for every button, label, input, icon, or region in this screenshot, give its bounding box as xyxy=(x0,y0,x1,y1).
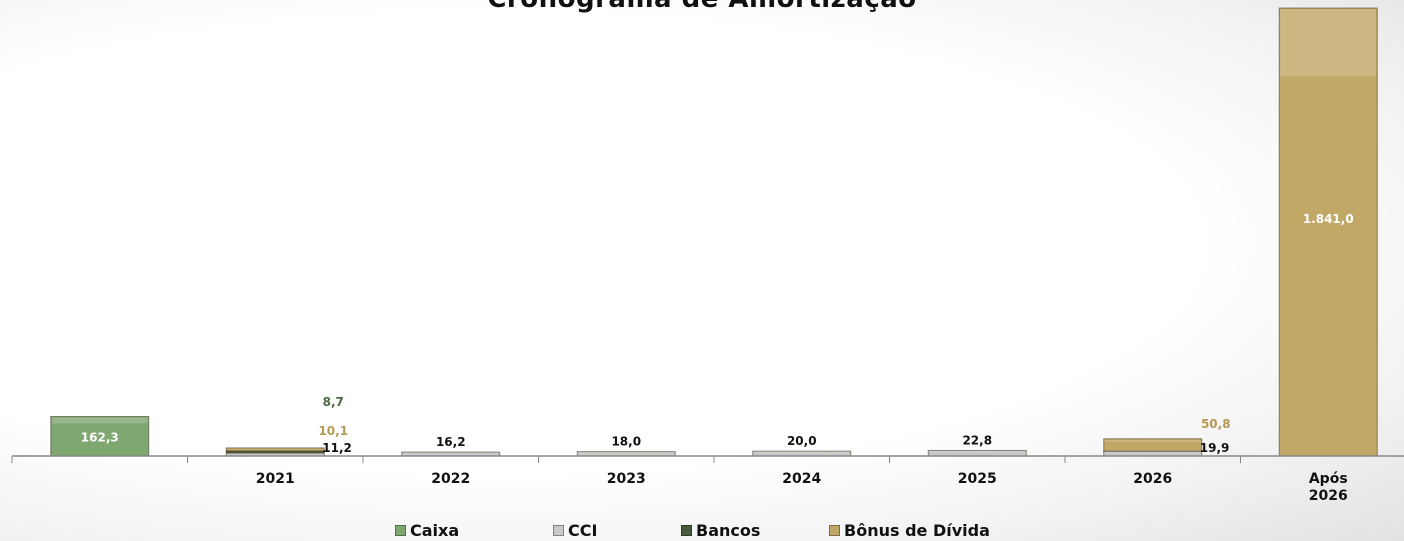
legend-item-bancos: Bancos xyxy=(681,519,829,541)
legend-item-caixa: Caixa xyxy=(395,519,553,541)
legend-swatch xyxy=(553,524,564,536)
bar-highlight xyxy=(753,452,850,453)
legend-item-cci: CCI xyxy=(553,519,681,541)
bar-highlight xyxy=(1104,439,1201,442)
legend-label: Caixa xyxy=(410,520,460,540)
data-label-cci-2024: 20,0 xyxy=(787,434,817,448)
data-label-cci-2021: 11,2 xyxy=(322,441,352,455)
data-label-cci-2023: 18,0 xyxy=(611,435,641,449)
bar-highlight xyxy=(1104,452,1201,453)
bars-layer xyxy=(50,7,1378,457)
bar-highlight xyxy=(1280,9,1377,77)
legend-swatch xyxy=(395,524,406,536)
bar-bonus-de-divida-apos-2026 xyxy=(1278,7,1378,457)
x-tick-label-2022: 2022 xyxy=(431,471,470,487)
legend-label: CCI xyxy=(568,520,598,540)
chart-legend: Caixa CCI Bancos Bônus de Dívida xyxy=(0,519,1404,541)
bar-highlight xyxy=(227,454,324,455)
x-tick-label-2021: 2021 xyxy=(256,471,295,487)
x-tick-label-2026: 2026 xyxy=(1133,471,1172,487)
data-label-bonus-de-divida-2021: 10,1 xyxy=(318,424,348,438)
x-tick-label-2025: 2025 xyxy=(958,471,997,487)
x-tick-label-apos-2026: Após 2026 xyxy=(1309,471,1348,504)
legend-swatch xyxy=(829,524,840,536)
data-label-cci-2022: 16,2 xyxy=(436,435,466,449)
data-label-cci-2025: 22,8 xyxy=(962,433,992,447)
bar-highlight xyxy=(929,451,1026,453)
x-tick-label-2023: 2023 xyxy=(607,471,646,487)
bar-highlight xyxy=(578,452,675,454)
data-label-caixa-initial: 162,3 xyxy=(81,430,119,444)
data-label-bancos-2021: 8,7 xyxy=(323,395,344,409)
data-label-cci-2026: 19,9 xyxy=(1200,441,1230,455)
x-axis: 2021 2022 2023 2024 2025 2026 Após 2026 xyxy=(11,455,1404,504)
legend-label: Bônus de Dívida xyxy=(844,520,990,540)
x-tick-label-2024: 2024 xyxy=(782,471,821,487)
legend-item-bonus-de-divida: Bônus de Dívida xyxy=(829,519,1009,541)
bar-highlight xyxy=(227,448,324,450)
bar-caixa-initial xyxy=(50,416,150,457)
data-label-bonus-de-divida-2026: 50,8 xyxy=(1201,417,1231,431)
bar-highlight xyxy=(227,451,324,453)
data-label-bonus-de-divida-apos-2026: 1.841,0 xyxy=(1303,212,1354,226)
bar-cci-2025 xyxy=(927,449,1027,457)
bar-bonus-de-divida-2021 xyxy=(225,447,325,452)
chart-title: Cronograma de Amortização xyxy=(0,0,1404,14)
legend-swatch xyxy=(681,524,692,536)
bar-highlight xyxy=(51,417,148,424)
data-labels: 162,3 8,7 10,1 11,2 16,2 18,0 20,0 22,8 50,8 19,9… xyxy=(81,212,1354,455)
bar-bonus-de-divida-2026 xyxy=(1103,438,1203,452)
bar-highlight xyxy=(402,453,499,454)
legend-label: Bancos xyxy=(696,520,761,540)
